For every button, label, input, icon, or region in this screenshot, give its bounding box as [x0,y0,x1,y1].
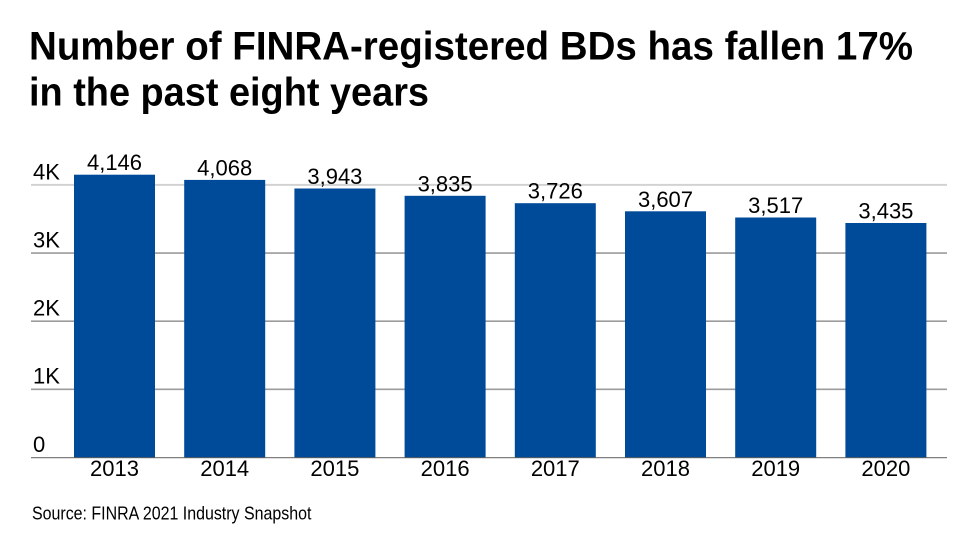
svg-text:3,943: 3,943 [307,164,362,189]
svg-text:2016: 2016 [421,456,470,481]
svg-text:Source: FINRA 2021 Industry Sn: Source: FINRA 2021 Industry Snapshot [32,503,311,523]
svg-text:4K: 4K [33,159,60,184]
svg-text:2019: 2019 [751,456,800,481]
svg-text:1K: 1K [33,364,60,389]
svg-text:4,146: 4,146 [87,150,142,175]
svg-text:2017: 2017 [531,456,580,481]
svg-text:3,607: 3,607 [638,187,693,212]
svg-text:3,835: 3,835 [418,171,473,196]
svg-text:3,726: 3,726 [528,179,583,204]
svg-text:0: 0 [33,432,45,457]
svg-text:3,435: 3,435 [858,199,913,224]
svg-text:2020: 2020 [861,456,910,481]
svg-text:2015: 2015 [310,456,359,481]
svg-text:2018: 2018 [641,456,690,481]
svg-text:3K: 3K [33,228,60,253]
svg-text:Number of FINRA-registered BDs: Number of FINRA-registered BDs has falle… [29,25,913,69]
svg-text:4,068: 4,068 [197,155,252,180]
svg-text:2K: 2K [33,296,60,321]
svg-text:in the past eight years: in the past eight years [29,71,429,115]
svg-text:2013: 2013 [90,456,139,481]
svg-text:3,517: 3,517 [748,193,803,218]
svg-text:2014: 2014 [200,456,249,481]
